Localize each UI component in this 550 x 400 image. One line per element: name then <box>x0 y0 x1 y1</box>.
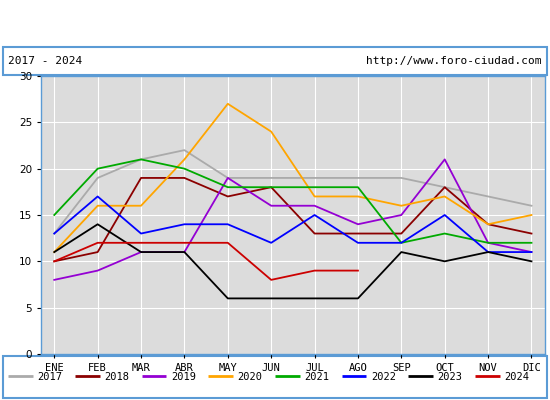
Text: 2020: 2020 <box>238 372 262 382</box>
Text: 2017 - 2024: 2017 - 2024 <box>8 56 82 66</box>
Text: 2023: 2023 <box>438 372 463 382</box>
Text: 2018: 2018 <box>104 372 129 382</box>
Text: http://www.foro-ciudad.com: http://www.foro-ciudad.com <box>366 56 542 66</box>
Text: 2022: 2022 <box>371 372 396 382</box>
Text: Evolucion del paro registrado en Torrecilla de la Orden: Evolucion del paro registrado en Torreci… <box>86 16 464 30</box>
Text: 2017: 2017 <box>37 372 62 382</box>
Text: 2024: 2024 <box>504 372 529 382</box>
Text: 2019: 2019 <box>170 372 196 382</box>
Text: 2021: 2021 <box>304 372 329 382</box>
